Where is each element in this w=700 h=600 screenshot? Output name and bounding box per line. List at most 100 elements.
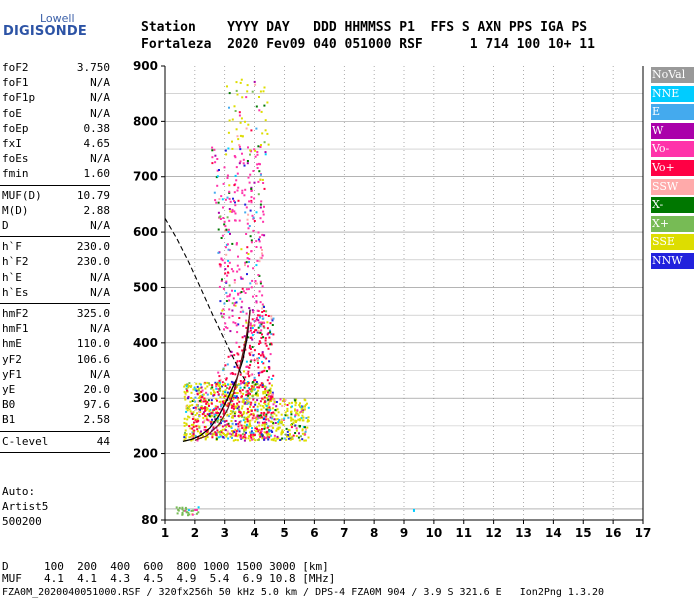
- echo-point: [219, 430, 221, 433]
- echo-point: [261, 352, 264, 355]
- echo-point: [305, 417, 308, 419]
- echo-point: [221, 428, 224, 431]
- echo-point: [262, 362, 265, 365]
- echo-point: [259, 354, 262, 357]
- echo-point: [191, 418, 194, 420]
- echo-point: [225, 300, 228, 302]
- echo-point: [239, 276, 242, 279]
- echo-point: [294, 401, 297, 404]
- echo-point: [234, 420, 237, 422]
- echo-point: [221, 278, 223, 281]
- echo-point: [250, 432, 253, 434]
- echo-point: [256, 399, 259, 402]
- echo-point: [270, 378, 273, 380]
- echo-point: [245, 431, 247, 434]
- echo-point: [192, 433, 195, 436]
- echo-point: [263, 356, 266, 359]
- echo-point: [201, 389, 204, 392]
- echo-point: [239, 390, 242, 393]
- param-value: 0.38: [83, 121, 111, 135]
- echo-point: [241, 427, 244, 430]
- echo-point: [250, 286, 253, 289]
- echo-point: [237, 425, 240, 428]
- echo-point: [195, 420, 198, 423]
- echo-point: [263, 205, 265, 208]
- echo-point: [196, 424, 199, 427]
- echo-point: [253, 379, 256, 382]
- echo-point: [228, 387, 231, 390]
- echo-point: [245, 360, 248, 363]
- echo-point: [231, 118, 234, 121]
- echo-point: [247, 330, 250, 333]
- autoscaling-line-3: 500200: [2, 515, 42, 528]
- echo-point: [236, 435, 239, 438]
- echo-point: [194, 400, 197, 403]
- echo-point: [216, 419, 219, 422]
- echo-point: [239, 411, 242, 414]
- echo-point: [257, 145, 260, 148]
- echo-point: [301, 428, 304, 431]
- echo-point: [253, 433, 256, 436]
- echo-point: [217, 201, 220, 204]
- echo-point: [277, 437, 280, 440]
- x-tick-labels: 1 2 3 4 5 6 7 8 9 10 11 12 13 14 15 16 17: [161, 520, 651, 540]
- echo-point: [304, 403, 307, 406]
- x-tick-label: 3: [221, 526, 229, 540]
- echo-point: [255, 416, 258, 419]
- echo-point: [286, 435, 288, 438]
- param-row: yF2 106.6: [2, 352, 110, 367]
- echo-point: [229, 330, 232, 333]
- echo-point: [243, 370, 245, 373]
- echo-point: [194, 509, 197, 511]
- echo-point: [230, 395, 233, 398]
- echo-point: [215, 438, 218, 441]
- echo-point: [204, 414, 207, 417]
- echo-point: [251, 324, 254, 327]
- echo-point: [197, 408, 200, 411]
- echo-point: [245, 206, 248, 209]
- echo-point: [306, 426, 309, 429]
- echo-point: [245, 127, 248, 130]
- echo-point: [199, 399, 201, 402]
- echo-point: [242, 398, 245, 401]
- echo-point: [255, 127, 258, 130]
- echo-point: [219, 265, 222, 268]
- echo-point: [185, 422, 188, 425]
- echo-point: [200, 430, 202, 433]
- echo-point: [197, 436, 200, 439]
- echo-point: [207, 419, 210, 422]
- echo-point: [282, 398, 285, 401]
- echo-point: [279, 398, 282, 401]
- echo-point: [234, 289, 236, 292]
- echo-point: [231, 309, 234, 312]
- x-tick-label: 7: [340, 526, 348, 540]
- echo-point: [270, 395, 272, 398]
- echo-point: [245, 233, 248, 235]
- echo-point: [298, 432, 300, 435]
- footer-info: FZA0M_2020040051000.RSF / 320fx256h 50 k…: [2, 587, 605, 598]
- echo-point: [226, 413, 229, 416]
- x-tick-label: 2: [191, 526, 199, 540]
- echo-point: [203, 397, 206, 400]
- echo-point: [241, 389, 244, 391]
- echo-point: [260, 322, 263, 325]
- echo-point: [263, 306, 265, 308]
- echo-point: [287, 434, 289, 437]
- echo-point: [233, 281, 236, 284]
- echo-point: [228, 395, 231, 398]
- echo-point: [283, 403, 286, 406]
- echo-point: [185, 423, 188, 426]
- echo-point: [241, 287, 244, 290]
- param-value: N/A: [90, 152, 110, 166]
- echo-point: [217, 431, 220, 434]
- echo-point: [187, 514, 189, 517]
- echo-point: [229, 425, 232, 428]
- echo-point: [235, 423, 238, 426]
- echo-point: [276, 437, 279, 440]
- echo-point: [193, 429, 196, 432]
- echo-point: [249, 374, 252, 377]
- echo-point: [280, 433, 283, 436]
- x-tick-label: 6: [310, 526, 318, 540]
- echo-point: [257, 402, 260, 405]
- echo-point: [262, 210, 265, 213]
